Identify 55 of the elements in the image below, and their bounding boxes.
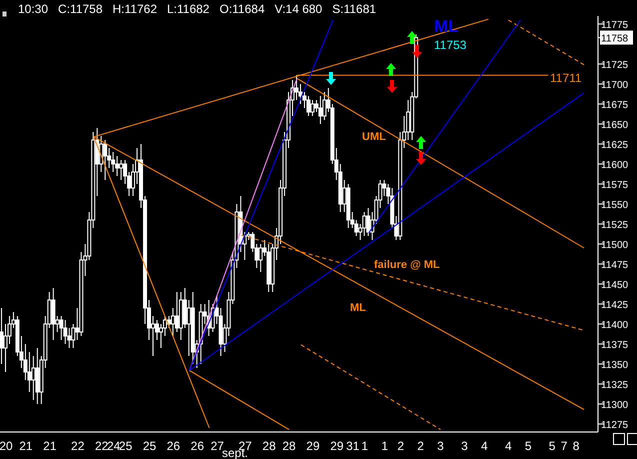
- x-tick-label: 22: [71, 439, 85, 453]
- x-tick-label: 29: [306, 439, 320, 453]
- y-tick-label: 11575: [601, 180, 629, 191]
- y-tick-label: 11700: [601, 80, 629, 91]
- x-tick-label: 26: [190, 439, 204, 453]
- x-tick-label: 26: [166, 439, 180, 453]
- y-tick-label: 11675: [601, 100, 629, 111]
- x-tick-label: 24: [106, 439, 121, 453]
- y-tick-label: 11375: [601, 340, 629, 351]
- y-tick-label: 11600: [601, 160, 629, 171]
- annotation: ML: [350, 302, 366, 314]
- x-tick-label: 25: [142, 439, 156, 453]
- y-tick-label: 11425: [601, 300, 629, 311]
- y-tick-label: 11650: [601, 120, 629, 131]
- x-tick-label: 25: [118, 439, 133, 453]
- x-tick-label: 21: [43, 439, 57, 453]
- y-tick-label: 11400: [601, 320, 629, 331]
- x-tick-label: 8: [572, 439, 580, 453]
- y-tick-label: 11625: [601, 140, 629, 151]
- y-tick-label: 11725: [601, 60, 629, 71]
- x-tick-label: 3: [461, 439, 468, 453]
- y-tick-label: 11475: [601, 260, 629, 271]
- y-tick-label: 11550: [601, 200, 629, 211]
- x-tick-label: 31: [346, 439, 360, 453]
- annotation: failure @ ML: [374, 259, 440, 271]
- x-tick-label: 5: [548, 439, 556, 453]
- x-tick-label: 3: [437, 439, 444, 453]
- annotation: 11711: [550, 71, 582, 85]
- y-tick-label: 11325: [601, 380, 629, 391]
- y-tick-label: 11275: [601, 420, 629, 431]
- x-tick-label: 28: [282, 439, 296, 453]
- x-tick-label: 4: [481, 439, 488, 453]
- x-tick-label: 4: [504, 439, 512, 453]
- annotation: UML: [362, 131, 386, 143]
- x-tick-label: 1: [381, 439, 388, 453]
- x-tick-label: 20: [0, 439, 13, 453]
- annotation: ML: [434, 17, 459, 36]
- chart-title: 10:30 C:11758 H:11762 L:11682 O:11684 V:14 680 S:11681: [18, 2, 376, 16]
- y-tick-label: 11775: [601, 20, 629, 31]
- x-tick-label: 5: [524, 439, 532, 453]
- x-tick-label: 2: [397, 439, 404, 453]
- annotation: 11753: [434, 38, 467, 52]
- x-tick-label: 22: [94, 439, 109, 453]
- x-tick-label: 1: [361, 439, 368, 453]
- x-tick-label: 21: [19, 439, 33, 453]
- x-tick-label: 28: [262, 439, 276, 453]
- x-tick-label: 29: [330, 439, 344, 453]
- y-tick-label: 11758: [601, 34, 629, 45]
- y-tick-label: 11525: [601, 220, 629, 231]
- y-tick-label: 11350: [601, 360, 629, 371]
- y-tick-label: 11450: [601, 280, 629, 291]
- y-tick-label: 11300: [601, 400, 629, 411]
- y-tick-label: 11500: [601, 240, 629, 251]
- x-tick-label: 7: [560, 439, 568, 453]
- x-tick-label: 2: [417, 439, 424, 453]
